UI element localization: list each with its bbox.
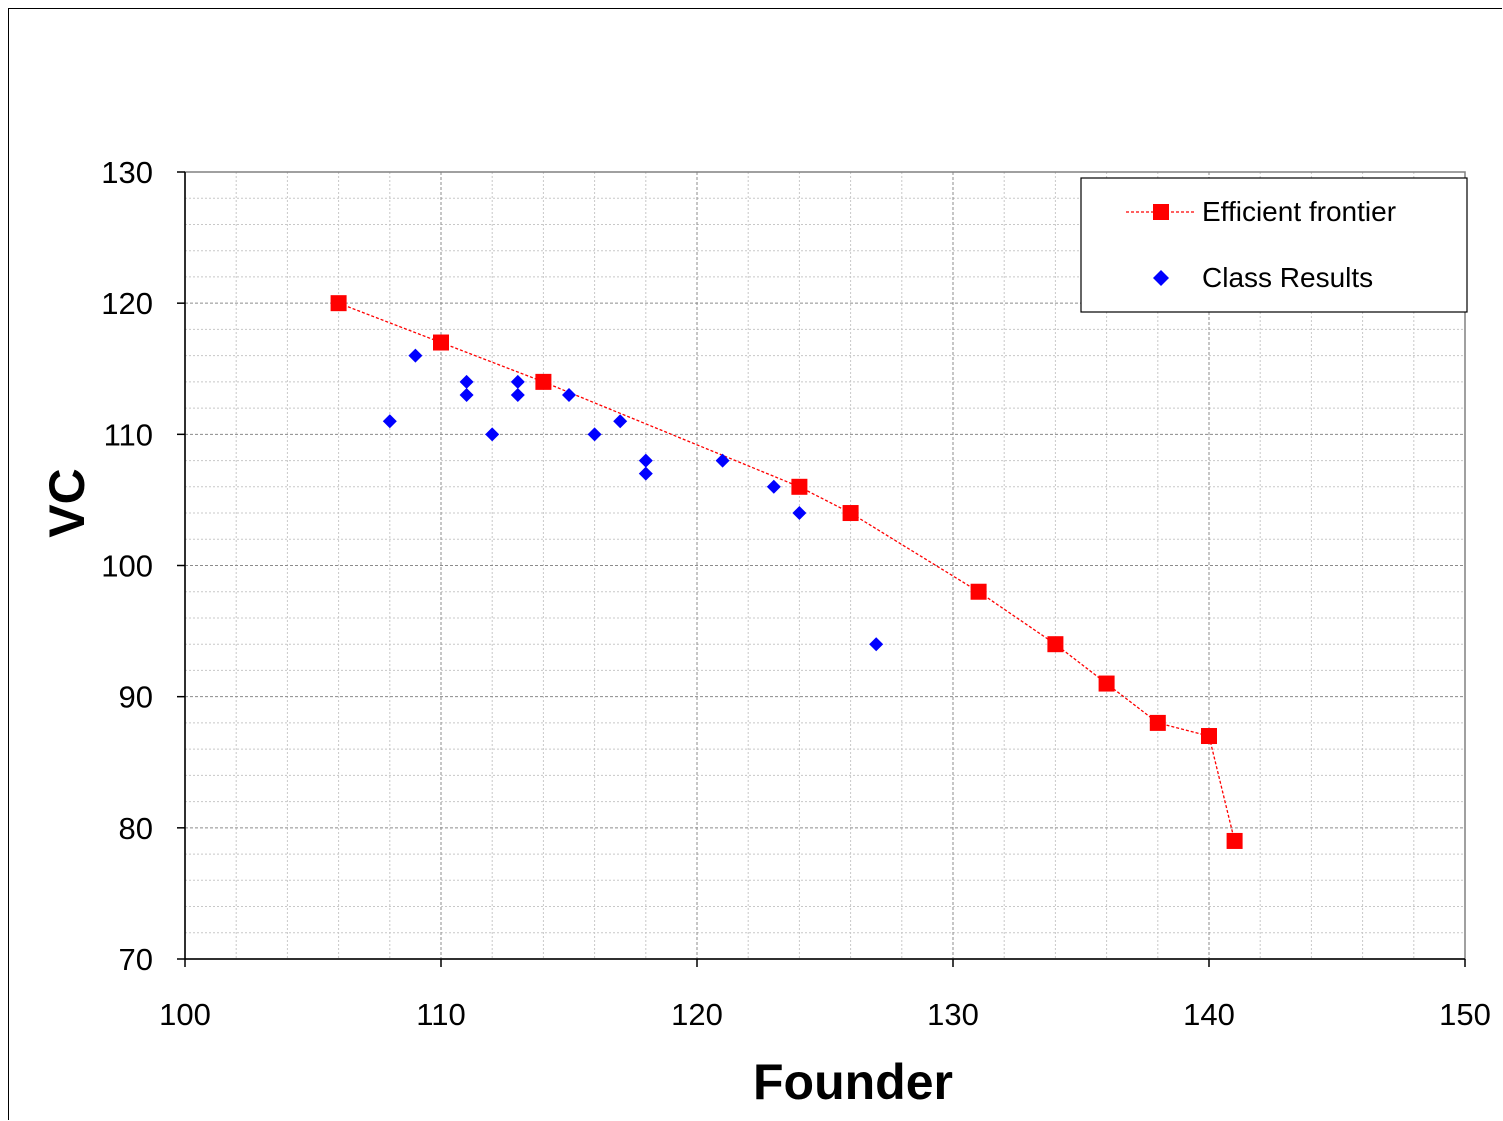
- frontier-point: [433, 334, 449, 351]
- class-result-point: [587, 427, 602, 442]
- x-tick-label: 100: [159, 997, 211, 1032]
- class-result-point: [459, 374, 474, 389]
- y-axis-title: VC: [39, 468, 95, 537]
- class-result-point: [766, 479, 781, 494]
- frontier-point: [1226, 832, 1243, 849]
- x-axis-title: Founder: [753, 1054, 953, 1110]
- axes: [177, 171, 1466, 967]
- frontier-point: [970, 583, 987, 600]
- y-tick-label: 70: [119, 942, 153, 977]
- legend-class-label: Class Results: [1202, 262, 1373, 293]
- frontier-point: [330, 295, 347, 312]
- class-result-point: [485, 427, 500, 442]
- frontier-point: [535, 373, 552, 390]
- y-tick-label: 130: [101, 155, 153, 190]
- chart-frame: [8, 8, 1502, 1120]
- y-tick-label: 110: [104, 417, 153, 452]
- class-result-point: [510, 374, 525, 389]
- y-tick-label: 80: [119, 811, 153, 846]
- y-tick-labels: 70 80 90 100 110 120 130: [101, 155, 153, 977]
- class-result-point: [510, 387, 525, 402]
- y-tick-label: 120: [101, 286, 153, 321]
- series-class-results: [382, 348, 884, 652]
- class-result-point: [459, 387, 474, 402]
- series-efficient-frontier: [330, 295, 1243, 849]
- x-tick-label: 110: [416, 997, 465, 1032]
- series-layer: [330, 295, 1243, 849]
- frontier-line: [338, 302, 1236, 842]
- legend-box: [1080, 177, 1468, 313]
- class-result-point: [715, 453, 730, 468]
- legend-frontier-label: Efficient frontier: [1202, 196, 1396, 227]
- class-result-point: [638, 466, 653, 481]
- frontier-point: [1047, 636, 1064, 653]
- class-result-point: [638, 453, 653, 468]
- class-result-point: [869, 637, 884, 652]
- frontier-point: [1149, 714, 1166, 731]
- frontier-point: [791, 478, 808, 495]
- x-tick-label: 130: [927, 997, 979, 1032]
- x-tick-label: 140: [1183, 997, 1235, 1032]
- class-result-point: [613, 414, 628, 429]
- class-result-point: [562, 387, 576, 402]
- frontier-point: [1098, 675, 1115, 692]
- class-result-point: [408, 348, 423, 363]
- frontier-point: [842, 505, 859, 522]
- x-tick-label: 150: [1439, 997, 1491, 1032]
- class-result-point: [382, 414, 397, 429]
- y-tick-label: 90: [119, 680, 153, 715]
- class-result-point: [792, 506, 807, 521]
- x-tick-label: 120: [671, 997, 723, 1032]
- legend-frontier-marker: [1153, 204, 1169, 220]
- frontier-point: [1201, 728, 1217, 745]
- x-tick-labels: 100 110 120 130 140 150: [159, 997, 1491, 1032]
- legend: Efficient frontier Class Results: [1080, 177, 1468, 313]
- legend-class-marker: [1153, 270, 1169, 286]
- y-tick-label: 100: [101, 549, 153, 584]
